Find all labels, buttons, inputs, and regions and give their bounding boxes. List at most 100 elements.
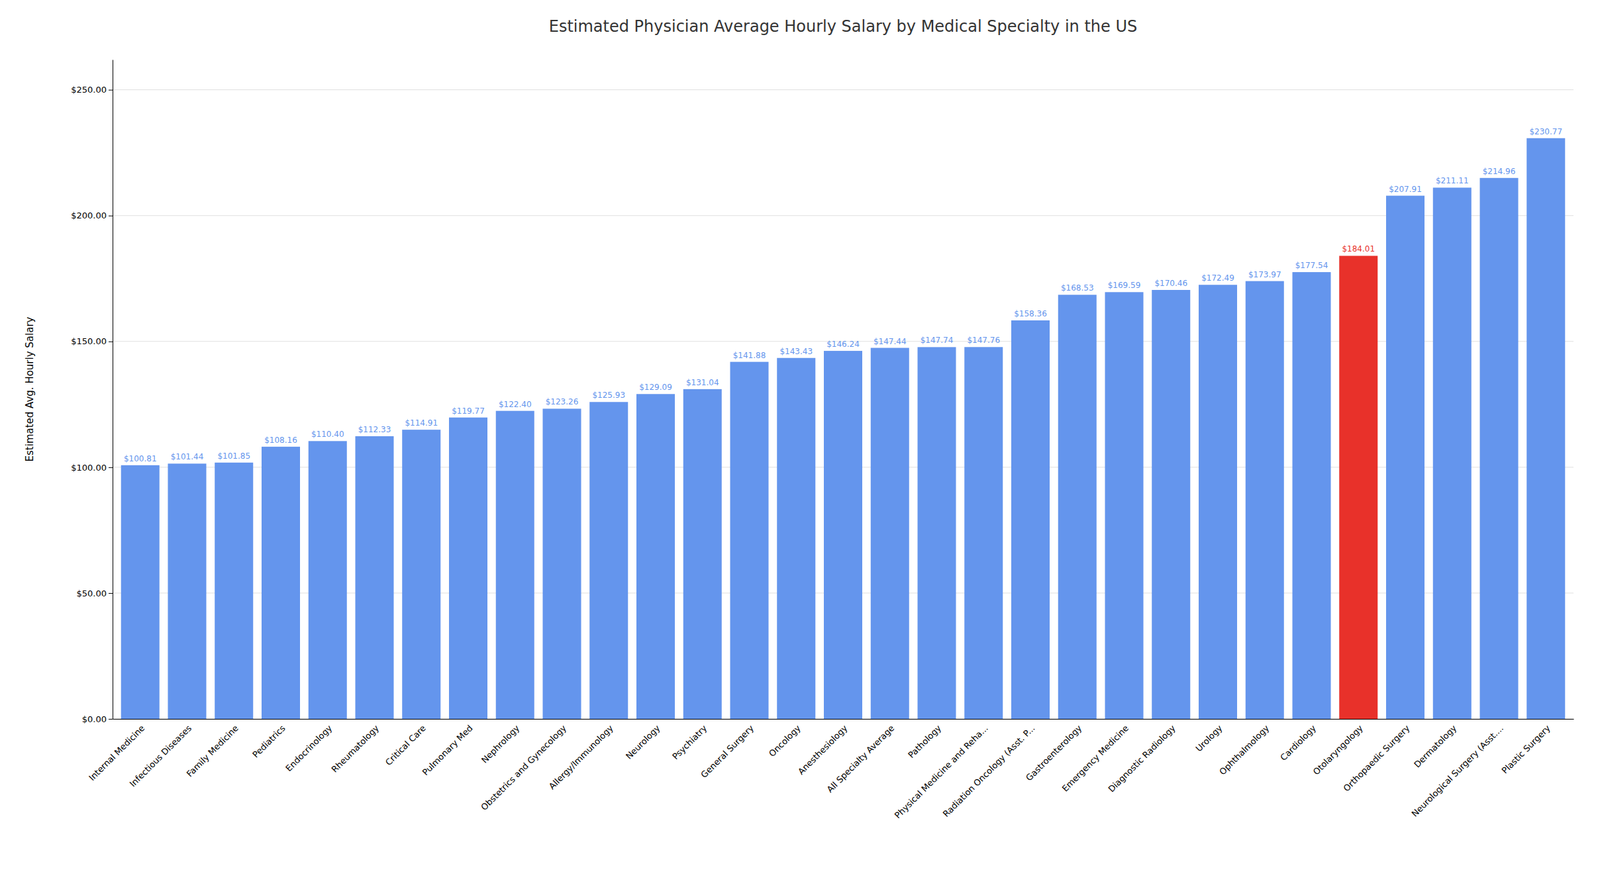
data-label: $129.09 [639,382,673,393]
y-tick-label: $50.00 [76,588,108,599]
x-tick: General Surgery [698,723,756,781]
bar [401,429,441,720]
bar [1151,290,1191,720]
x-tick: Pulmonary Med [420,723,475,778]
data-label: $131.04 [686,378,720,388]
bar [1104,292,1144,720]
y-axis-line [112,60,114,720]
bar [776,358,816,720]
x-tick: Ophthalmology [1217,723,1271,777]
data-label: $147.74 [920,335,954,346]
bar [1198,284,1238,720]
y-tick-mark [108,215,113,217]
data-label: $123.26 [545,397,579,407]
x-tick: Obstetrics and Gynecology [478,723,569,813]
x-tick-label: Otolaryngology [1311,723,1365,777]
data-label: $184.01 [1341,244,1375,254]
y-tick-mark [108,719,113,720]
y-tick: $50.00 [76,588,114,599]
bar [1058,294,1097,720]
x-tick-label: Ophthalmology [1217,723,1271,777]
grid-line [112,215,1574,216]
x-tick-label: Anesthesiology [796,723,850,777]
chart: $100.81$101.44$101.85$108.16$110.40$112.… [0,0,1600,891]
bar [589,401,628,720]
grid [112,90,1574,720]
y-tick-mark [108,467,113,469]
x-tick-label: Pediatrics [250,723,287,760]
data-label: $110.40 [311,429,345,440]
data-label: $101.85 [217,451,251,461]
bar [1479,178,1518,720]
y-tick-label: $0.00 [82,714,107,725]
x-tick-label: Radiation Oncology (Asst. P... [941,723,1038,820]
x-tick-label: Infectious Diseases [127,723,195,790]
bar [636,394,675,720]
y-tick: $0.00 [82,714,113,725]
y-tick: $250.00 [70,84,113,95]
x-tick-label: Critical Care [383,723,428,768]
data-label: $214.96 [1482,166,1516,177]
data-label: $141.88 [733,350,767,361]
data-labels: $100.81$101.44$101.85$108.16$110.40$112.… [123,127,1563,464]
data-label: $177.54 [1295,260,1329,271]
x-tick-label: Endocrinology [283,723,334,774]
x-tick: Cardiology [1278,723,1318,763]
y-tick: $150.00 [70,336,113,347]
x-tick-label: Neurology [623,723,663,762]
bar [1339,255,1378,720]
x-tick: Otolaryngology [1311,723,1365,777]
data-label: $169.59 [1107,280,1142,291]
y-tick-label: $200.00 [70,210,107,221]
x-tick-label: Rheumatology [329,723,382,775]
y-tick-label: $150.00 [70,336,107,347]
grid-line [112,89,1574,91]
x-tick: Family Medicine [184,723,241,779]
y-tick: $100.00 [70,462,113,473]
data-label: $143.43 [779,347,813,357]
x-tick-label: Pulmonary Med [420,723,475,778]
bars [121,138,1566,720]
bar [1526,138,1565,720]
bar [729,362,769,720]
data-label: $108.16 [264,435,298,446]
data-label: $230.77 [1529,127,1563,137]
x-tick: Pediatrics [250,723,287,760]
y-tick: $200.00 [70,210,113,221]
x-tick-label: Pathology [905,723,944,761]
x-tick: Psychiatry [670,723,709,762]
data-label: $100.81 [123,454,157,464]
x-tick: Oncology [766,723,803,759]
x-tick-label: Physical Medicine and Reha... [892,723,991,821]
data-label: $114.91 [404,418,438,428]
y-tick-mark [108,341,113,343]
x-tick-label: Family Medicine [184,723,241,779]
data-label: $101.44 [170,452,204,462]
bar [1011,320,1050,720]
x-tick-label: Oncology [766,723,803,759]
bar [823,350,863,720]
x-tick-label: All Specialty Average [825,723,897,795]
x-tick-label: Urology [1194,723,1225,754]
bar [964,347,1003,720]
x-tick: All Specialty Average [825,723,897,795]
x-tick: Rheumatology [329,723,382,775]
data-label: $146.24 [826,339,860,350]
bar [354,436,394,720]
x-tick: Orthopaedic Surgery [1341,723,1412,794]
x-tick: Anesthesiology [796,723,850,777]
x-tick: Neurology [623,723,663,762]
x-tick-label: Plastic Surgery [1500,723,1553,776]
bar [449,417,488,720]
x-tick: Radiation Oncology (Asst. P... [941,723,1038,820]
x-tick-label: Allergy/Immunology [547,723,616,792]
data-label: $172.49 [1201,273,1235,283]
x-tick: Pathology [905,723,944,761]
x-tick: Nephrology [479,723,522,766]
x-tick-label: Cardiology [1278,723,1318,763]
bar [1245,281,1285,720]
data-label: $147.44 [873,337,907,347]
data-label: $119.77 [451,406,485,416]
x-tick-label: General Surgery [698,723,756,781]
x-axis-line [113,719,1575,720]
